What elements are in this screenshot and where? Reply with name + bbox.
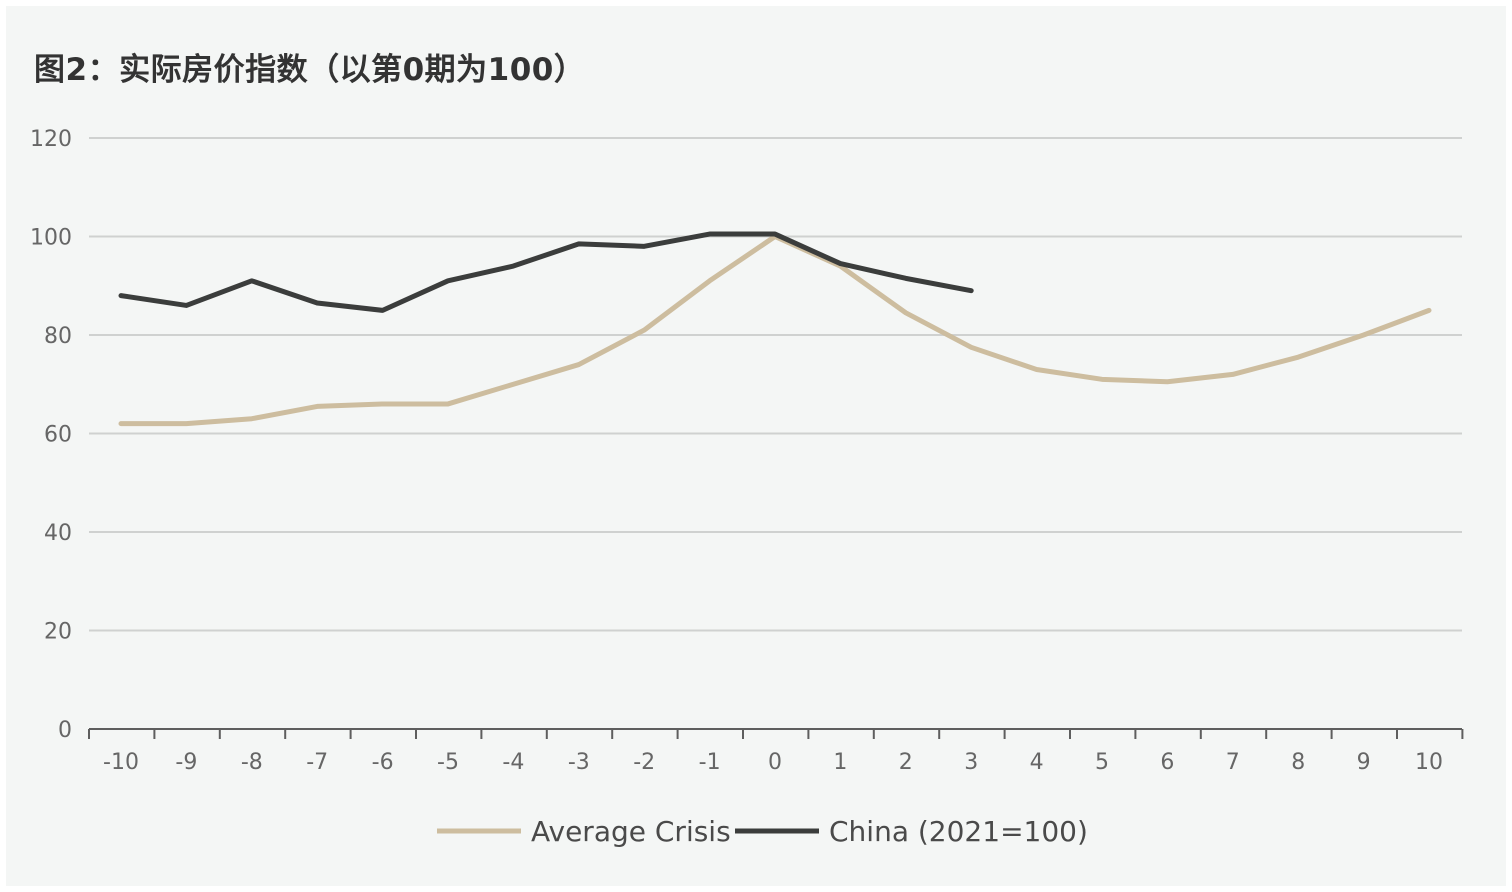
series-line-china xyxy=(118,231,974,313)
x-tick-label: -3 xyxy=(568,750,590,775)
y-tick-label: 120 xyxy=(30,127,72,152)
y-tick-label: 0 xyxy=(58,718,72,743)
x-tick-label: 0 xyxy=(768,750,782,775)
x-tick-label: 8 xyxy=(1291,750,1305,775)
x-tick-label: -1 xyxy=(699,750,721,775)
x-tick-label: 2 xyxy=(899,750,913,775)
chart-panel xyxy=(6,6,1506,886)
x-tick-label: 10 xyxy=(1415,750,1443,775)
series-lines xyxy=(118,231,1432,427)
x-tick-label: -8 xyxy=(241,750,263,775)
x-tick-label: -7 xyxy=(306,750,328,775)
x-tick-label: 5 xyxy=(1095,750,1109,775)
x-axis-tick-labels: -10 -9 -8 -7 -6 -5 -4 -3 -2 -1 0 1 2 3 4 5 6 7 8 9 10 xyxy=(103,750,1443,775)
chart-title: 图2：实际房价指数（以第0期为100） xyxy=(34,52,586,88)
x-tick-label: -5 xyxy=(437,750,459,775)
x-tick-label: -10 xyxy=(103,750,139,775)
y-tick-label: 40 xyxy=(44,521,72,546)
x-tick-label: 9 xyxy=(1357,750,1371,775)
x-tick-label: 4 xyxy=(1030,750,1044,775)
legend-label: China (2021=100) xyxy=(829,815,1088,848)
y-axis-tick-labels: 0 20 40 60 80 100 120 xyxy=(30,127,72,743)
x-tick-label: -6 xyxy=(372,750,394,775)
x-axis xyxy=(88,728,1464,739)
x-tick-label: 7 xyxy=(1226,750,1240,775)
x-tick-label: 1 xyxy=(833,750,847,775)
x-tick-label: 3 xyxy=(964,750,978,775)
legend: Average Crisis China (2021=100) xyxy=(437,815,1088,848)
y-tick-label: 20 xyxy=(44,620,72,645)
y-tick-label: 60 xyxy=(44,423,72,448)
y-tick-label: 80 xyxy=(44,324,72,349)
x-tick-label: -4 xyxy=(502,750,524,775)
grid-lines xyxy=(89,137,1462,632)
series-line-average-crisis xyxy=(118,234,1432,427)
y-tick-label: 100 xyxy=(30,226,72,251)
legend-label: Average Crisis xyxy=(531,815,731,848)
x-tick-label: -9 xyxy=(175,750,197,775)
x-tick-label: -2 xyxy=(633,750,655,775)
x-tick-label: 6 xyxy=(1160,750,1174,775)
